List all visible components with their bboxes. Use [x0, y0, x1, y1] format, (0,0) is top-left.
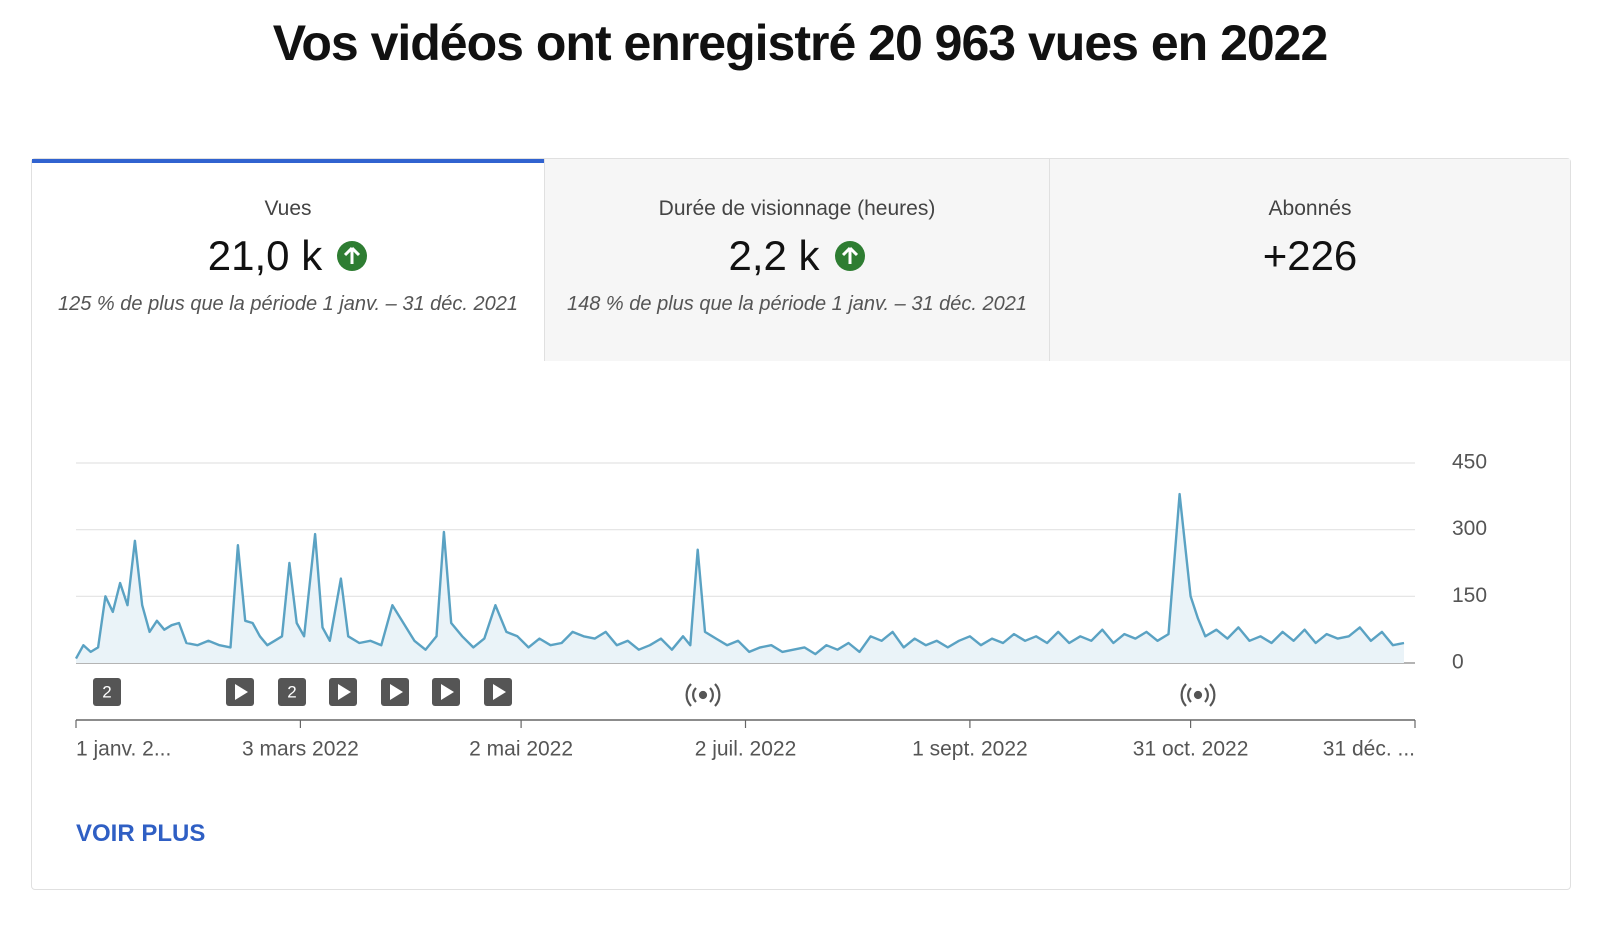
up-icon [337, 241, 368, 271]
page-title: Vos vidéos ont enregistré 20 963 vues en… [272, 15, 1329, 71]
tab-value: +226 [1262, 232, 1358, 279]
play-icon [493, 684, 506, 700]
tab-label: Vues [264, 197, 312, 220]
tab[interactable]: Durée de visionnage (heures) 2,2 k 148 %… [544, 159, 1049, 361]
y-tick-label: 0 [1452, 651, 1464, 674]
content-markers: 2 2 [93, 678, 1216, 707]
x-tick-label: 2 juil. 2022 [695, 738, 797, 761]
analytics-card: Vues 21,0 k 125 % de plus que la période… [31, 158, 1571, 890]
x-tick-label: 1 janv. 2... [76, 738, 171, 761]
x-tick-label: 31 déc. ... [1323, 738, 1415, 761]
up-icon [834, 241, 865, 271]
tab-comparison: 125 % de plus que la période 1 janv. – 3… [58, 293, 518, 315]
tab-value-row: 21,0 k [32, 231, 544, 281]
play-icon [441, 684, 454, 700]
live-icon[interactable] [1180, 683, 1216, 707]
live-icon[interactable] [685, 683, 721, 707]
x-tick-label: 2 mai 2022 [469, 738, 573, 761]
marker-count: 2 [102, 682, 111, 701]
x-tick-label: 31 oct. 2022 [1133, 738, 1249, 761]
line [74, 492, 1405, 660]
tab-value-row: +226 [1050, 231, 1570, 281]
tab[interactable]: Vues 21,0 k 125 % de plus que la période… [32, 159, 544, 361]
tab-comparison: 148 % de plus que la période 1 janv. – 3… [567, 293, 1027, 315]
area [76, 494, 1404, 663]
marker-box[interactable] [93, 678, 121, 706]
tab[interactable]: Abonnés +226 [1049, 159, 1570, 361]
y-tick-label: 150 [1452, 584, 1487, 607]
see-more-link[interactable]: VOIR PLUS [76, 820, 206, 847]
marker-count: 2 [287, 682, 296, 701]
x-tick-label: 3 mars 2022 [242, 738, 359, 761]
play-icon [338, 684, 351, 700]
y-tick-label: 450 [1452, 451, 1487, 474]
tab-value: 2,2 k [728, 232, 820, 279]
marker-box[interactable] [278, 678, 306, 706]
tab-value: 21,0 k [207, 232, 323, 279]
play-icon [235, 684, 248, 700]
tab-label: Durée de visionnage (heures) [658, 197, 936, 220]
tab-label: Abonnés [1268, 197, 1352, 220]
y-tick-label: 300 [1452, 517, 1487, 540]
play-icon [390, 684, 403, 700]
x-tick-label: 1 sept. 2022 [912, 738, 1028, 761]
tab-value-row: 2,2 k [545, 231, 1049, 281]
